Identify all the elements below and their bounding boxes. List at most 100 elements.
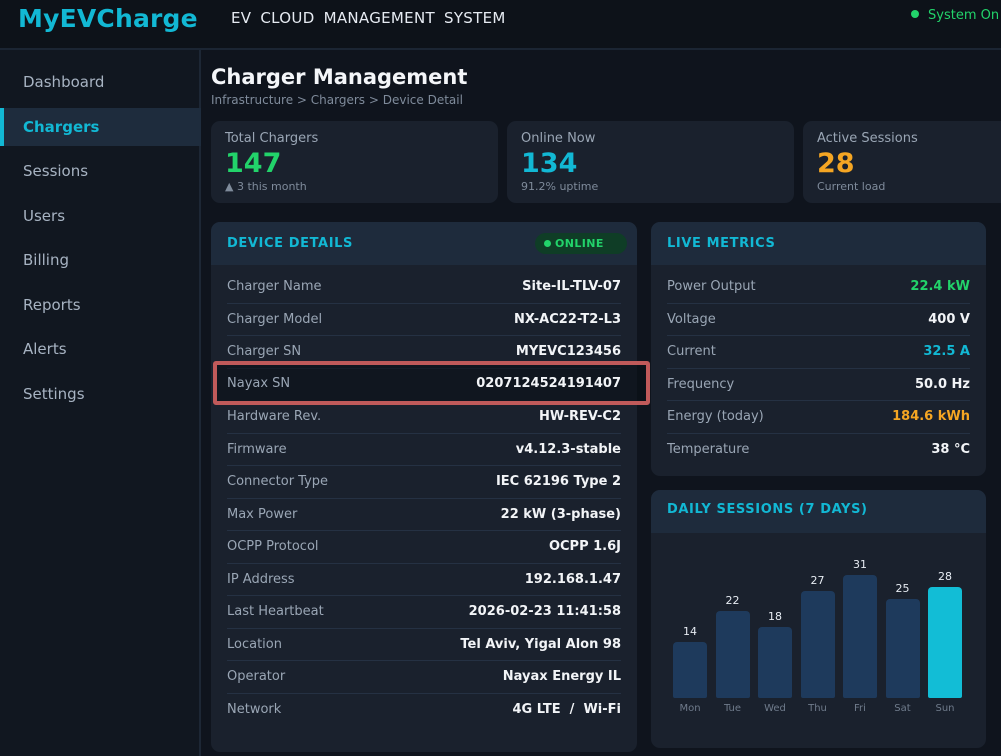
- stat-label: Active Sessions: [817, 131, 918, 146]
- metric-label: Power Output: [667, 279, 756, 294]
- sidebar-item-chargers[interactable]: Chargers: [0, 108, 201, 146]
- detail-label: Hardware Rev.: [227, 409, 322, 424]
- detail-label: Connector Type: [227, 474, 329, 489]
- panel-header: LIVE METRICS: [651, 222, 986, 265]
- detail-value: 192.168.1.47: [524, 571, 621, 587]
- detail-label: Charger Model: [227, 311, 323, 327]
- metric-row: Temperature 38 °C: [667, 434, 970, 467]
- stat-card-active-sessions: Active Sessions 28 Current load: [803, 121, 1001, 203]
- chart-x-tick-label: Tue: [723, 703, 742, 714]
- chart-x-tick-label: Mon: [679, 703, 701, 714]
- chart-data-label: 14: [683, 625, 697, 639]
- detail-value: Tel Aviv, Yigal Alon 98: [460, 636, 621, 652]
- page-title: Charger Management: [211, 65, 468, 89]
- status-dot-icon: [911, 10, 919, 18]
- status-badge: ONLINE: [535, 233, 627, 254]
- chart-title: DAILY SESSIONS (7 DAYS): [667, 502, 868, 517]
- device-detail-row: Charger SN MYEVC123456: [227, 336, 621, 369]
- sidebar-item-dashboard[interactable]: Dashboard: [23, 73, 105, 91]
- metric-value: 22.4 kW: [910, 279, 970, 294]
- system-status-label: System On: [928, 8, 1000, 23]
- metric-label: Current: [667, 344, 716, 359]
- device-detail-row: OCPP Protocol OCPP 1.6J: [227, 531, 621, 564]
- metric-value: 50.0 Hz: [914, 376, 970, 392]
- metric-row: Energy (today) 184.6 kWh: [667, 401, 970, 434]
- sidebar-item-reports[interactable]: Reports: [23, 296, 81, 314]
- top-bar: MyEVCharge EV CLOUD MANAGEMENT SYSTEM Sy…: [0, 0, 1001, 50]
- stat-card-total-chargers: Total Chargers 147 ▲ 3 this month: [211, 121, 498, 203]
- device-detail-row: Last Heartbeat 2026-02-23 11:41:58: [227, 596, 621, 629]
- detail-label: Last Heartbeat: [227, 604, 324, 619]
- metric-row: Current 32.5 A: [667, 336, 970, 369]
- detail-value: NX-AC22-T2-L3: [513, 311, 621, 327]
- device-detail-row: IP Address 192.168.1.47: [227, 564, 621, 596]
- detail-label: IP Address: [227, 571, 295, 587]
- chart-data-label: 27: [810, 573, 825, 587]
- metric-value: 400 V: [928, 311, 970, 327]
- chart-bar[interactable]: [673, 642, 707, 698]
- sidebar-item-sessions[interactable]: Sessions: [23, 162, 89, 180]
- daily-sessions-panel: DAILY SESSIONS (7 DAYS) 14 Mon 22 Tue 18 Wed 2…: [651, 490, 986, 748]
- metric-row: Voltage 400 V: [667, 304, 970, 336]
- detail-value: MYEVC123456: [515, 344, 621, 359]
- chart-bar[interactable]: [715, 610, 750, 698]
- stat-label: Online Now: [521, 131, 596, 146]
- metric-value: 32.5 A: [923, 344, 970, 359]
- device-detail-row: Charger Model NX-AC22-T2-L3: [227, 304, 621, 336]
- system-status: System On: [911, 8, 999, 23]
- device-detail-row: Connector Type IEC 62196 Type 2: [227, 466, 621, 499]
- device-detail-row: Hardware Rev. HW-REV-C2: [227, 401, 621, 434]
- detail-label: Charger Name: [227, 279, 322, 294]
- detail-value: v4.12.3-stable: [515, 441, 621, 457]
- detail-value: OCPP 1.6J: [548, 539, 621, 554]
- nayax-sn-row: Nayax SN 0207124524191407: [227, 368, 621, 400]
- app-logo[interactable]: MyEVCharge: [18, 4, 198, 33]
- stat-label: Total Chargers: [225, 131, 319, 146]
- detail-value: 2026-02-23 11:41:58: [468, 604, 621, 619]
- chart-x-tick-label: Thu: [808, 703, 827, 714]
- detail-value: 22 kW (3-phase): [500, 506, 621, 522]
- sidebar: Dashboard Chargers Sessions Users Billin…: [0, 50, 201, 756]
- stat-sub: 91.2% uptime: [521, 180, 599, 193]
- chart-x-tick-label: Fri: [854, 703, 866, 714]
- detail-value: IEC 62196 Type 2: [495, 474, 621, 489]
- chart-bar[interactable]: [885, 598, 920, 698]
- detail-label: Operator: [227, 669, 286, 684]
- chart-bar[interactable]: [928, 586, 962, 698]
- system-title: EV CLOUD MANAGEMENT SYSTEM: [231, 9, 506, 27]
- metric-label: Temperature: [667, 441, 750, 457]
- sidebar-item-billing[interactable]: Billing: [23, 251, 69, 269]
- detail-value: Nayax Energy IL: [502, 669, 621, 684]
- detail-value: 4G LTE / Wi-Fi: [512, 701, 621, 717]
- panel-title: DEVICE DETAILS: [227, 236, 353, 251]
- sidebar-item-alerts[interactable]: Alerts: [23, 340, 67, 358]
- nayax-sn-value[interactable]: 0207124524191407: [476, 376, 621, 391]
- device-detail-row: Operator Nayax Energy IL: [227, 661, 621, 694]
- chart-x-tick-label: Sat: [894, 703, 911, 714]
- panel-title: LIVE METRICS: [667, 236, 776, 251]
- detail-label: Network: [227, 701, 282, 717]
- device-detail-row: Max Power 22 kW (3-phase): [227, 499, 621, 531]
- chart-data-label: 28: [938, 569, 952, 583]
- stat-sub: Current load: [817, 180, 886, 193]
- panel-header: DAILY SESSIONS (7 DAYS): [651, 490, 986, 533]
- chart-data-label: 18: [768, 609, 782, 623]
- detail-label: Firmware: [227, 441, 287, 457]
- breadcrumb[interactable]: Infrastructure > Chargers > Device Detai…: [211, 93, 463, 107]
- stat-value: 147: [225, 148, 282, 179]
- chart-bar[interactable]: [843, 575, 877, 698]
- detail-label: Charger SN: [227, 344, 302, 359]
- chart-bar[interactable]: [758, 626, 792, 698]
- stat-value: 134: [521, 148, 578, 179]
- chart-x-tick-label: Sun: [935, 703, 955, 714]
- sidebar-item-settings[interactable]: Settings: [23, 385, 85, 403]
- chart-bar[interactable]: [800, 590, 835, 698]
- metric-label: Voltage: [667, 311, 716, 327]
- sidebar-item-users[interactable]: Users: [23, 207, 66, 225]
- nayax-sn-label: Nayax SN: [227, 376, 291, 391]
- metric-label: Energy (today): [667, 409, 764, 424]
- device-detail-row: Location Tel Aviv, Yigal Alon 98: [227, 629, 621, 661]
- detail-value: Site-IL-TLV-07: [522, 279, 621, 294]
- metric-row: Power Output 22.4 kW: [667, 271, 970, 304]
- detail-label: Max Power: [227, 506, 298, 522]
